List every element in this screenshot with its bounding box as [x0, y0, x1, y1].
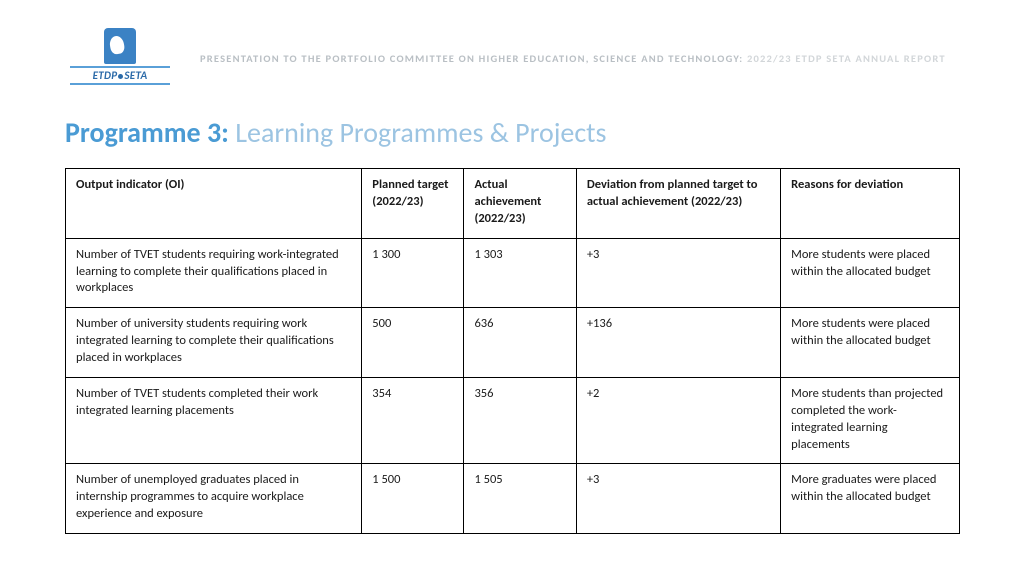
cell-deviation: +136: [576, 308, 780, 378]
col-header-deviation: Deviation from planned target to actual …: [576, 169, 780, 239]
col-header-reason: Reasons for deviation: [781, 169, 960, 239]
logo-mark-icon: [104, 28, 136, 64]
col-header-actual: Actual achievement (2022/23): [464, 169, 576, 239]
logo-text-a: ETDP: [93, 69, 118, 82]
cell-actual: 1 303: [464, 238, 576, 308]
cell-reason: More students were placed within the all…: [781, 308, 960, 378]
logo-text: ETDP SETA: [70, 66, 170, 85]
cell-planned: 1 500: [362, 464, 464, 534]
cell-oi: Number of unemployed graduates placed in…: [66, 464, 362, 534]
header-subtitle: PRESENTATION TO THE PORTFOLIO COMMITTEE …: [170, 52, 984, 65]
page-title-bold: Programme 3:: [65, 115, 235, 150]
page-title: Programme 3: Learning Programmes & Proje…: [65, 115, 607, 150]
logo-text-b: SETA: [124, 69, 147, 82]
cell-planned: 354: [362, 377, 464, 464]
header-line-strong: PRESENTATION TO THE PORTFOLIO COMMITTEE …: [200, 52, 743, 65]
page-title-rest: Learning Programmes & Projects: [235, 115, 606, 150]
cell-actual: 636: [464, 308, 576, 378]
cell-deviation: +3: [576, 238, 780, 308]
table-row: Number of university students requiring …: [66, 308, 960, 378]
cell-oi: Number of TVET students requiring work-i…: [66, 238, 362, 308]
table-row: Number of unemployed graduates placed in…: [66, 464, 960, 534]
col-header-oi: Output indicator (OI): [66, 169, 362, 239]
performance-table: Output indicator (OI) Planned target (20…: [65, 168, 960, 534]
cell-reason: More graduates were placed within the al…: [781, 464, 960, 534]
cell-reason: More students than projected completed t…: [781, 377, 960, 464]
header-line-light: 2022/23 ETDP SETA ANNUAL REPORT: [743, 52, 945, 65]
cell-planned: 1 300: [362, 238, 464, 308]
cell-actual: 356: [464, 377, 576, 464]
etdp-seta-logo: ETDP SETA: [70, 28, 170, 88]
cell-actual: 1 505: [464, 464, 576, 534]
slide-header: ETDP SETA PRESENTATION TO THE PORTFOLIO C…: [70, 28, 984, 88]
col-header-planned: Planned target (2022/23): [362, 169, 464, 239]
table-row: Number of TVET students completed their …: [66, 377, 960, 464]
table-header-row: Output indicator (OI) Planned target (20…: [66, 169, 960, 239]
logo-dot-icon: [118, 74, 123, 79]
table-row: Number of TVET students requiring work-i…: [66, 238, 960, 308]
cell-planned: 500: [362, 308, 464, 378]
cell-oi: Number of university students requiring …: [66, 308, 362, 378]
cell-reason: More students were placed within the all…: [781, 238, 960, 308]
cell-deviation: +3: [576, 464, 780, 534]
cell-oi: Number of TVET students completed their …: [66, 377, 362, 464]
cell-deviation: +2: [576, 377, 780, 464]
